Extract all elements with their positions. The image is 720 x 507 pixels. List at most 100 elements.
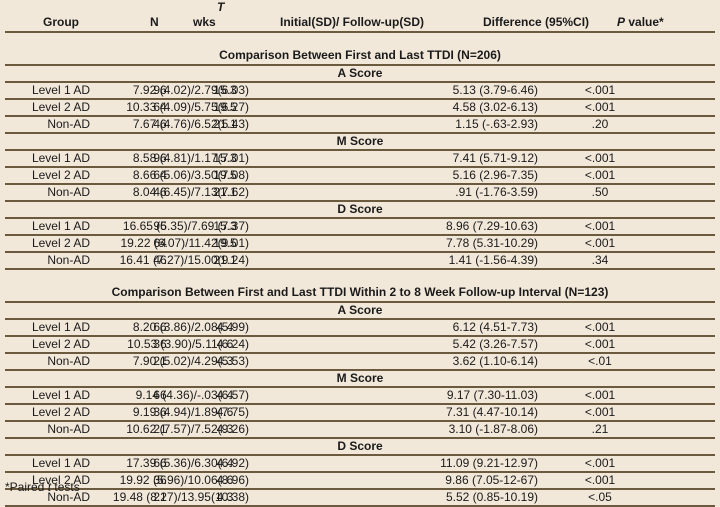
- cell-group: Level 2 AD: [31, 236, 90, 250]
- cell-difference: 5.52 (0.85-10.19): [445, 490, 538, 504]
- cell-difference: 3.62 (1.10-6.14): [452, 354, 538, 368]
- table-row: Level 1 AD 66 4.4 8.20 (3.86)/2.08(5.99) 6.1…: [5, 320, 715, 337]
- table-row: Non-AD 46 21.1 8.04 (6.45)/7.13(7.62) .91 (-…: [5, 185, 715, 202]
- subsection-label: M Score: [336, 371, 384, 385]
- cell-initial-followup: 7.92 (4.02)/2.79(6.03): [132, 83, 249, 97]
- cell-p-value: <.001: [584, 151, 616, 165]
- header-group: Group: [43, 15, 79, 29]
- cell-p-value: <.001: [584, 388, 616, 402]
- cell-initial-followup: 8.04 (6.45)/7.13(7.62): [132, 185, 249, 199]
- table-row: Level 2 AD 64 19.5 10.33 (4.09)/5.75(6.27) 4…: [5, 100, 715, 117]
- table-row: Non-AD 21 4.3 19.48 (8.27)/13.95(10.38) 5.52…: [5, 490, 715, 507]
- cell-difference: 8.96 (7.29-10.63): [445, 219, 538, 233]
- cell-p-value: <.05: [588, 490, 612, 504]
- cell-weeks: 4.4: [216, 320, 234, 334]
- cell-initial-followup: 9.19 (4.94)/1.89(7.75): [132, 405, 249, 419]
- cell-p-value: <.001: [584, 236, 616, 250]
- cell-difference: 7.31 (4.47-10.14): [445, 405, 538, 419]
- subsection-header: D Score: [5, 439, 715, 456]
- table-row: Non-AD 21 4.3 7.90 (5.02)/4.29(5.53) 3.62 (1…: [5, 354, 715, 371]
- cell-initial-followup: 10.62 (7.57)/7.52(9.26): [126, 422, 249, 436]
- cell-weeks: 21.1: [213, 117, 237, 131]
- section-title: Comparison Between First and Last TTDI (…: [5, 47, 715, 66]
- cell-difference: 9.86 (7.05-12-67): [445, 473, 538, 487]
- cell-n: 46: [153, 185, 167, 199]
- table-row: Level 1 AD 96 15.3 16.65 (5.35)/7.69 (7.37)…: [5, 219, 715, 236]
- cell-initial-followup: 10.33 (4.09)/5.75(6.27): [126, 100, 249, 114]
- table-row: Level 2 AD 36 4.6 19.92 (5.96)/10.06(8.96) 9…: [5, 473, 715, 490]
- cell-p-value: <.001: [584, 405, 616, 419]
- cell-n: 21: [153, 354, 167, 368]
- cell-weeks: 4.4: [216, 388, 234, 402]
- cell-n: 96: [153, 151, 167, 165]
- cell-n: 64: [153, 236, 167, 250]
- cell-initial-followup: 19.22 (6.07)/11.42(9.01): [120, 236, 249, 250]
- cell-difference: 7.78 (5.31-10.29): [445, 236, 538, 250]
- cell-difference: 4.58 (3.02-6.13): [452, 100, 538, 114]
- cell-initial-followup: 17.39 (5.36)/6.30(6.92): [126, 456, 249, 470]
- cell-weeks: 4.6: [216, 337, 234, 351]
- cell-group: Level 2 AD: [31, 405, 90, 419]
- cell-n: 46: [153, 117, 167, 131]
- cell-group: Level 1 AD: [31, 83, 90, 97]
- cell-difference: 1.41 (-1.56-4.39): [448, 253, 538, 267]
- cell-group: Level 2 AD: [31, 337, 90, 351]
- cell-n: 66: [153, 456, 167, 470]
- cell-n: 36: [153, 473, 167, 487]
- cell-weeks: 15.3: [213, 151, 237, 165]
- cell-difference: 1.15 (-.63-2.93): [455, 117, 538, 131]
- subsection-label: A Score: [337, 66, 383, 80]
- cell-group: Non-AD: [47, 354, 90, 368]
- cell-difference: 6.12 (4.51-7.73): [452, 320, 538, 334]
- cell-n: 66: [153, 320, 167, 334]
- cell-difference: 11.09 (9.21-12.97): [440, 456, 538, 470]
- cell-difference: 5.13 (3.79-6.46): [452, 83, 538, 97]
- cell-p-value: <.001: [584, 337, 616, 351]
- cell-initial-followup: 10.53 (3.90)/5.11(6.24): [127, 337, 249, 351]
- cell-n: 64: [153, 100, 167, 114]
- subsection-label: A Score: [337, 303, 383, 317]
- cell-weeks: 4.3: [216, 354, 234, 368]
- cell-p-value: <.001: [584, 100, 616, 114]
- subsection-label: D Score: [337, 202, 383, 216]
- cell-group: Level 1 AD: [31, 388, 90, 402]
- section-spacer: [5, 33, 715, 47]
- cell-difference: 5.42 (3.26-7.57): [452, 337, 538, 351]
- cell-weeks: 4.4: [216, 456, 234, 470]
- header-wks: wks: [193, 15, 216, 29]
- header-difference: Difference (95%CI): [483, 15, 590, 29]
- cell-n: 46: [153, 253, 167, 267]
- cell-difference: .91 (-1.76-3.59): [455, 185, 538, 199]
- cell-group: Non-AD: [47, 117, 90, 131]
- table-row: Level 2 AD 64 19.5 8.66 (5.06)/3.50(7.08) 5.…: [5, 168, 715, 185]
- cell-weeks: 4.3: [216, 422, 234, 436]
- cell-weeks: 19.5: [213, 236, 237, 250]
- cell-n: 64: [153, 168, 167, 182]
- table-row: Level 2 AD 36 4.6 9.19 (4.94)/1.89(7.75) 7.3…: [5, 405, 715, 422]
- subsection-header: A Score: [5, 66, 715, 83]
- cell-weeks: 21.1: [213, 253, 237, 267]
- subsection-header: D Score: [5, 202, 715, 219]
- cell-weeks: 4.6: [216, 473, 234, 487]
- cell-p-value: <.001: [584, 320, 616, 334]
- cell-difference: 9.17 (7.30-11.03): [446, 388, 538, 402]
- table-header: Group N T wks Initial(SD)/ Follow-up(SD)…: [5, 0, 715, 33]
- cell-initial-followup: 8.66 (5.06)/3.50(7.08): [132, 168, 249, 182]
- cell-p-value: <.001: [584, 168, 616, 182]
- section-title-text: Comparison Between First and Last TTDI W…: [111, 285, 609, 299]
- cell-group: Level 1 AD: [31, 219, 90, 233]
- cell-p-value: .20: [591, 117, 609, 131]
- cell-n: 36: [153, 405, 167, 419]
- header-t: T: [217, 0, 225, 14]
- cell-p-value: <.001: [584, 473, 616, 487]
- footnote: *Paired t tests: [5, 480, 80, 494]
- cell-p-value: .50: [591, 185, 609, 199]
- cell-n: 21: [153, 422, 167, 436]
- cell-initial-followup: 16.41 (7.27)/15.00(9.24): [119, 253, 249, 267]
- cell-n: 66: [153, 388, 167, 402]
- cell-initial-followup: 19.48 (8.27)/13.95(10.38): [112, 490, 249, 504]
- cell-initial-followup: 8.58 (4.81)/1.17(7.01): [132, 151, 249, 165]
- cell-n: 96: [153, 83, 167, 97]
- cell-initial-followup: 9.14 (4.36)/-.03(6.57): [135, 388, 249, 402]
- subsection-header: A Score: [5, 303, 715, 320]
